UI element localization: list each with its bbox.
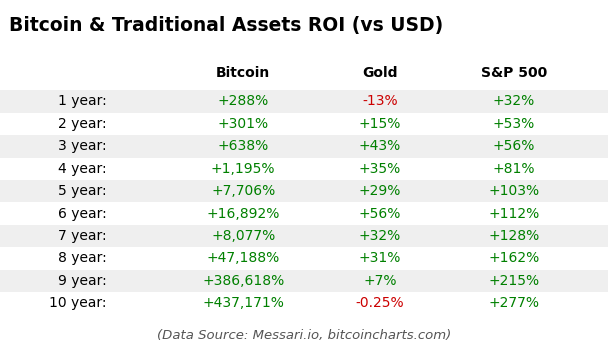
Text: +81%: +81% <box>492 162 535 176</box>
FancyBboxPatch shape <box>0 225 608 247</box>
Text: +128%: +128% <box>488 229 539 243</box>
Text: +386,618%: +386,618% <box>202 274 285 288</box>
Text: Bitcoin & Traditional Assets ROI (vs USD): Bitcoin & Traditional Assets ROI (vs USD… <box>9 16 443 35</box>
Text: +56%: +56% <box>492 139 535 153</box>
Text: +215%: +215% <box>488 274 539 288</box>
Text: -0.25%: -0.25% <box>356 296 404 310</box>
Text: (Data Source: Messari.io, bitcoincharts.com): (Data Source: Messari.io, bitcoincharts.… <box>157 329 451 342</box>
Text: +301%: +301% <box>218 117 269 131</box>
Text: 8 year:: 8 year: <box>58 251 106 266</box>
Text: -13%: -13% <box>362 94 398 109</box>
Text: +29%: +29% <box>359 184 401 198</box>
Text: 7 year:: 7 year: <box>58 229 106 243</box>
Text: 2 year:: 2 year: <box>58 117 106 131</box>
FancyBboxPatch shape <box>0 180 608 202</box>
Text: Bitcoin: Bitcoin <box>216 66 271 80</box>
Text: +7%: +7% <box>363 274 397 288</box>
Text: +15%: +15% <box>359 117 401 131</box>
Text: +288%: +288% <box>218 94 269 109</box>
Text: S&P 500: S&P 500 <box>481 66 547 80</box>
Text: 9 year:: 9 year: <box>58 274 106 288</box>
Text: +16,892%: +16,892% <box>207 206 280 221</box>
Text: 5 year:: 5 year: <box>58 184 106 198</box>
Text: +437,171%: +437,171% <box>202 296 284 310</box>
Text: 1 year:: 1 year: <box>58 94 106 109</box>
Text: +103%: +103% <box>488 184 539 198</box>
Text: +47,188%: +47,188% <box>207 251 280 266</box>
Text: 4 year:: 4 year: <box>58 162 106 176</box>
Text: Gold: Gold <box>362 66 398 80</box>
Text: +31%: +31% <box>359 251 401 266</box>
Text: +43%: +43% <box>359 139 401 153</box>
Text: +56%: +56% <box>359 206 401 221</box>
Text: +7,706%: +7,706% <box>211 184 275 198</box>
Text: +638%: +638% <box>218 139 269 153</box>
Text: +32%: +32% <box>492 94 535 109</box>
Text: +1,195%: +1,195% <box>211 162 275 176</box>
FancyBboxPatch shape <box>0 135 608 157</box>
Text: 10 year:: 10 year: <box>49 296 106 310</box>
Text: +162%: +162% <box>488 251 539 266</box>
FancyBboxPatch shape <box>0 90 608 112</box>
Text: +35%: +35% <box>359 162 401 176</box>
Text: +32%: +32% <box>359 229 401 243</box>
Text: +112%: +112% <box>488 206 539 221</box>
Text: +53%: +53% <box>492 117 535 131</box>
FancyBboxPatch shape <box>0 270 608 292</box>
Text: 6 year:: 6 year: <box>58 206 106 221</box>
Text: +8,077%: +8,077% <box>211 229 275 243</box>
Text: +277%: +277% <box>488 296 539 310</box>
Text: 3 year:: 3 year: <box>58 139 106 153</box>
